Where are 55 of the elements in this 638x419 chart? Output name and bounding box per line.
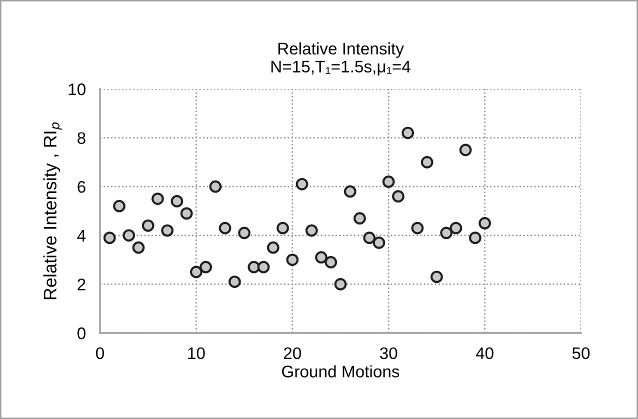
point bbox=[372, 236, 386, 249]
point bbox=[324, 256, 338, 268]
y-tick-label: 2 bbox=[78, 278, 86, 290]
y-tick-label: 6 bbox=[78, 181, 86, 193]
chart-title: Relative Intensity N=15,T₁=1.5s,μ₁=4 bbox=[271, 42, 410, 76]
point bbox=[420, 156, 434, 168]
point bbox=[354, 212, 366, 225]
x-tick-label: 30 bbox=[380, 347, 398, 360]
point bbox=[382, 176, 395, 188]
x-tick-label: 40 bbox=[476, 347, 494, 360]
x-axis-title: Ground Motions bbox=[282, 365, 400, 378]
point bbox=[440, 226, 453, 240]
point bbox=[363, 232, 376, 244]
point bbox=[315, 251, 328, 264]
point bbox=[200, 260, 212, 274]
x-tick-label: 20 bbox=[284, 347, 302, 360]
y-tick-label: 10 bbox=[68, 83, 86, 96]
point bbox=[411, 222, 424, 234]
point bbox=[170, 195, 184, 208]
point bbox=[142, 219, 154, 232]
x-tick-label: 10 bbox=[188, 347, 205, 360]
point bbox=[103, 232, 116, 244]
point bbox=[257, 260, 270, 274]
point bbox=[228, 276, 241, 288]
y-tick-label: 0 bbox=[77, 327, 86, 340]
point bbox=[478, 217, 491, 230]
point bbox=[152, 192, 164, 205]
point bbox=[190, 266, 202, 278]
point bbox=[450, 222, 462, 234]
point bbox=[334, 278, 347, 290]
point bbox=[276, 222, 289, 234]
y-tick-label: 8 bbox=[78, 132, 86, 144]
point bbox=[266, 241, 280, 254]
point bbox=[238, 226, 250, 240]
point bbox=[392, 190, 404, 203]
point bbox=[459, 144, 472, 156]
y-axis-title: Relative Intensity , RI$_{p}$ bbox=[43, 122, 62, 300]
point bbox=[209, 180, 222, 193]
point bbox=[286, 254, 299, 266]
point bbox=[218, 222, 232, 234]
point bbox=[248, 260, 260, 274]
point bbox=[344, 185, 356, 198]
point bbox=[402, 126, 414, 140]
point bbox=[161, 224, 174, 237]
point bbox=[305, 224, 318, 237]
point bbox=[468, 232, 482, 244]
point bbox=[180, 207, 193, 220]
x-tick-label: 0 bbox=[96, 347, 104, 360]
point bbox=[296, 178, 308, 190]
point bbox=[122, 229, 136, 242]
point bbox=[430, 270, 443, 284]
y-tick-label: 4 bbox=[77, 230, 86, 242]
point bbox=[132, 241, 145, 254]
point bbox=[113, 200, 126, 212]
x-tick-label: 50 bbox=[572, 347, 590, 360]
